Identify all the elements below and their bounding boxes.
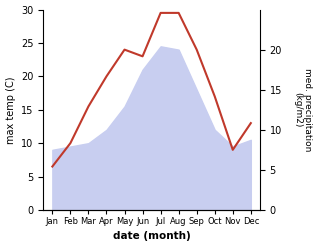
X-axis label: date (month): date (month) [113, 231, 190, 242]
Y-axis label: max temp (C): max temp (C) [5, 76, 16, 144]
Y-axis label: med. precipitation
(kg/m2): med. precipitation (kg/m2) [293, 68, 313, 151]
